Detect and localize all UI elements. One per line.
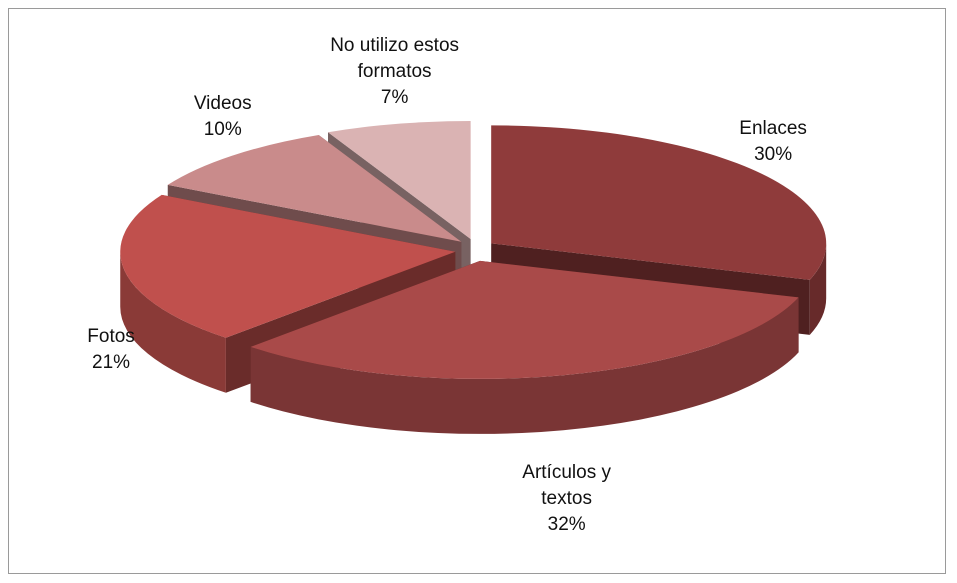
value-label: 30%: [754, 144, 793, 166]
value-label: 21%: [92, 352, 131, 374]
value-label: 32%: [547, 513, 586, 535]
data-label: Artículos y textos 32%: [492, 460, 642, 538]
data-label: No utilizo estos formatos 7%: [320, 33, 470, 111]
data-label: Videos 10%: [148, 91, 298, 143]
data-label: Enlaces 30%: [698, 116, 848, 168]
data-label: Fotos 21%: [36, 324, 186, 376]
slice-rim: [809, 243, 827, 335]
slice-top: [491, 125, 827, 280]
slice-top: [120, 194, 456, 338]
slice-rim: [120, 251, 226, 393]
value-label: 10%: [203, 118, 242, 140]
value-label: 7%: [380, 86, 409, 108]
slice-rim: [250, 297, 799, 434]
slice-top: [167, 135, 462, 242]
chart-frame: [8, 8, 946, 574]
slice: [250, 260, 799, 434]
category-label: Videos: [193, 92, 252, 114]
category-label: Enlaces: [739, 118, 807, 140]
category-label: Fotos: [87, 326, 135, 348]
slice-top: [250, 260, 799, 379]
category-label: Artículos y textos: [522, 461, 611, 509]
slice-top: [328, 120, 471, 239]
category-label: No utilizo estos formatos: [330, 34, 460, 82]
